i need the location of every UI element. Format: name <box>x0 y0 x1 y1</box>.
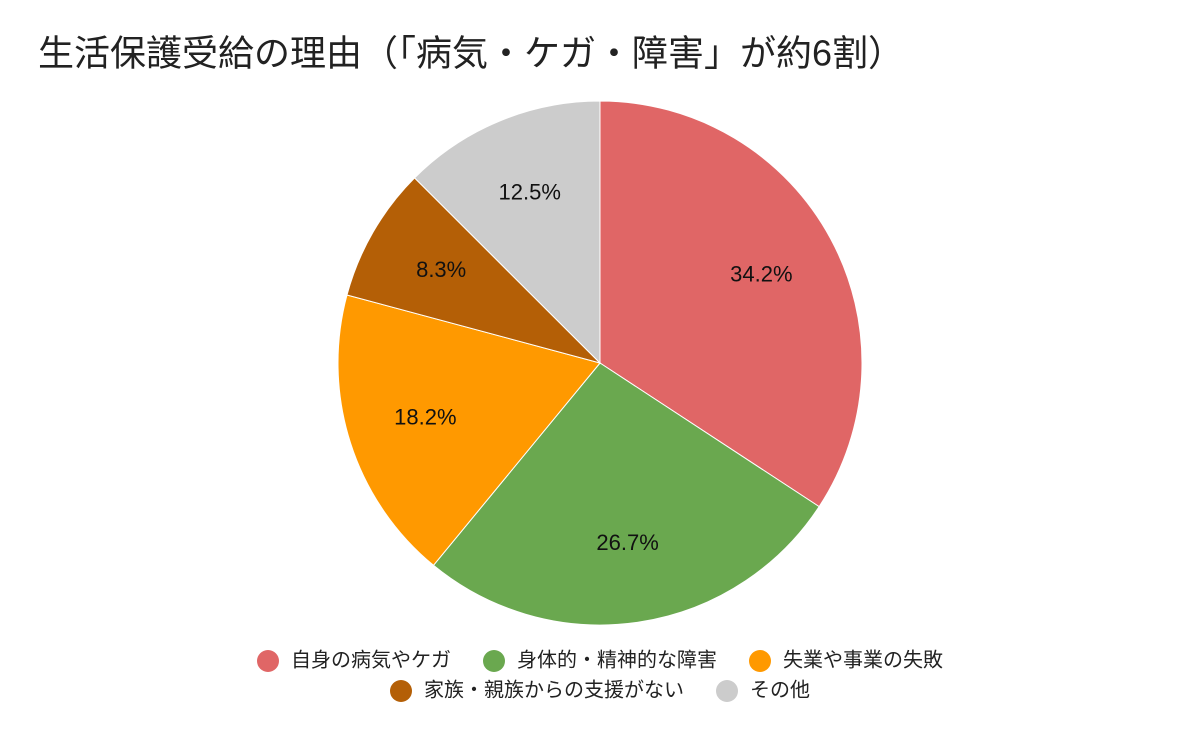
pie-slice <box>337 294 601 566</box>
pie-slice <box>346 177 602 364</box>
pie-slice <box>599 100 863 508</box>
legend-label: 身体的・精神的な障害 <box>517 648 717 671</box>
slice-label: 12.5% <box>499 179 561 204</box>
pie-slice <box>432 362 820 626</box>
legend-swatch <box>749 650 771 672</box>
slice-label: 8.3% <box>416 257 466 282</box>
legend-swatch <box>483 650 505 672</box>
slice-label: 18.2% <box>394 405 456 430</box>
legend-swatch <box>257 650 279 672</box>
slice-label: 26.7% <box>596 530 658 555</box>
legend-label: 自身の病気やケガ <box>291 648 451 671</box>
legend-swatch <box>390 680 412 702</box>
legend-label: その他 <box>750 678 810 701</box>
legend-swatch <box>716 680 738 702</box>
pie-slice <box>413 100 601 365</box>
legend-label: 失業や事業の失敗 <box>783 648 943 671</box>
legend-label: 家族・親族からの支援がない <box>424 678 684 701</box>
slice-label: 34.2% <box>730 262 792 287</box>
chart-title: 生活保護受給の理由（「病気・ケガ・障害」が約6割） <box>38 33 904 74</box>
